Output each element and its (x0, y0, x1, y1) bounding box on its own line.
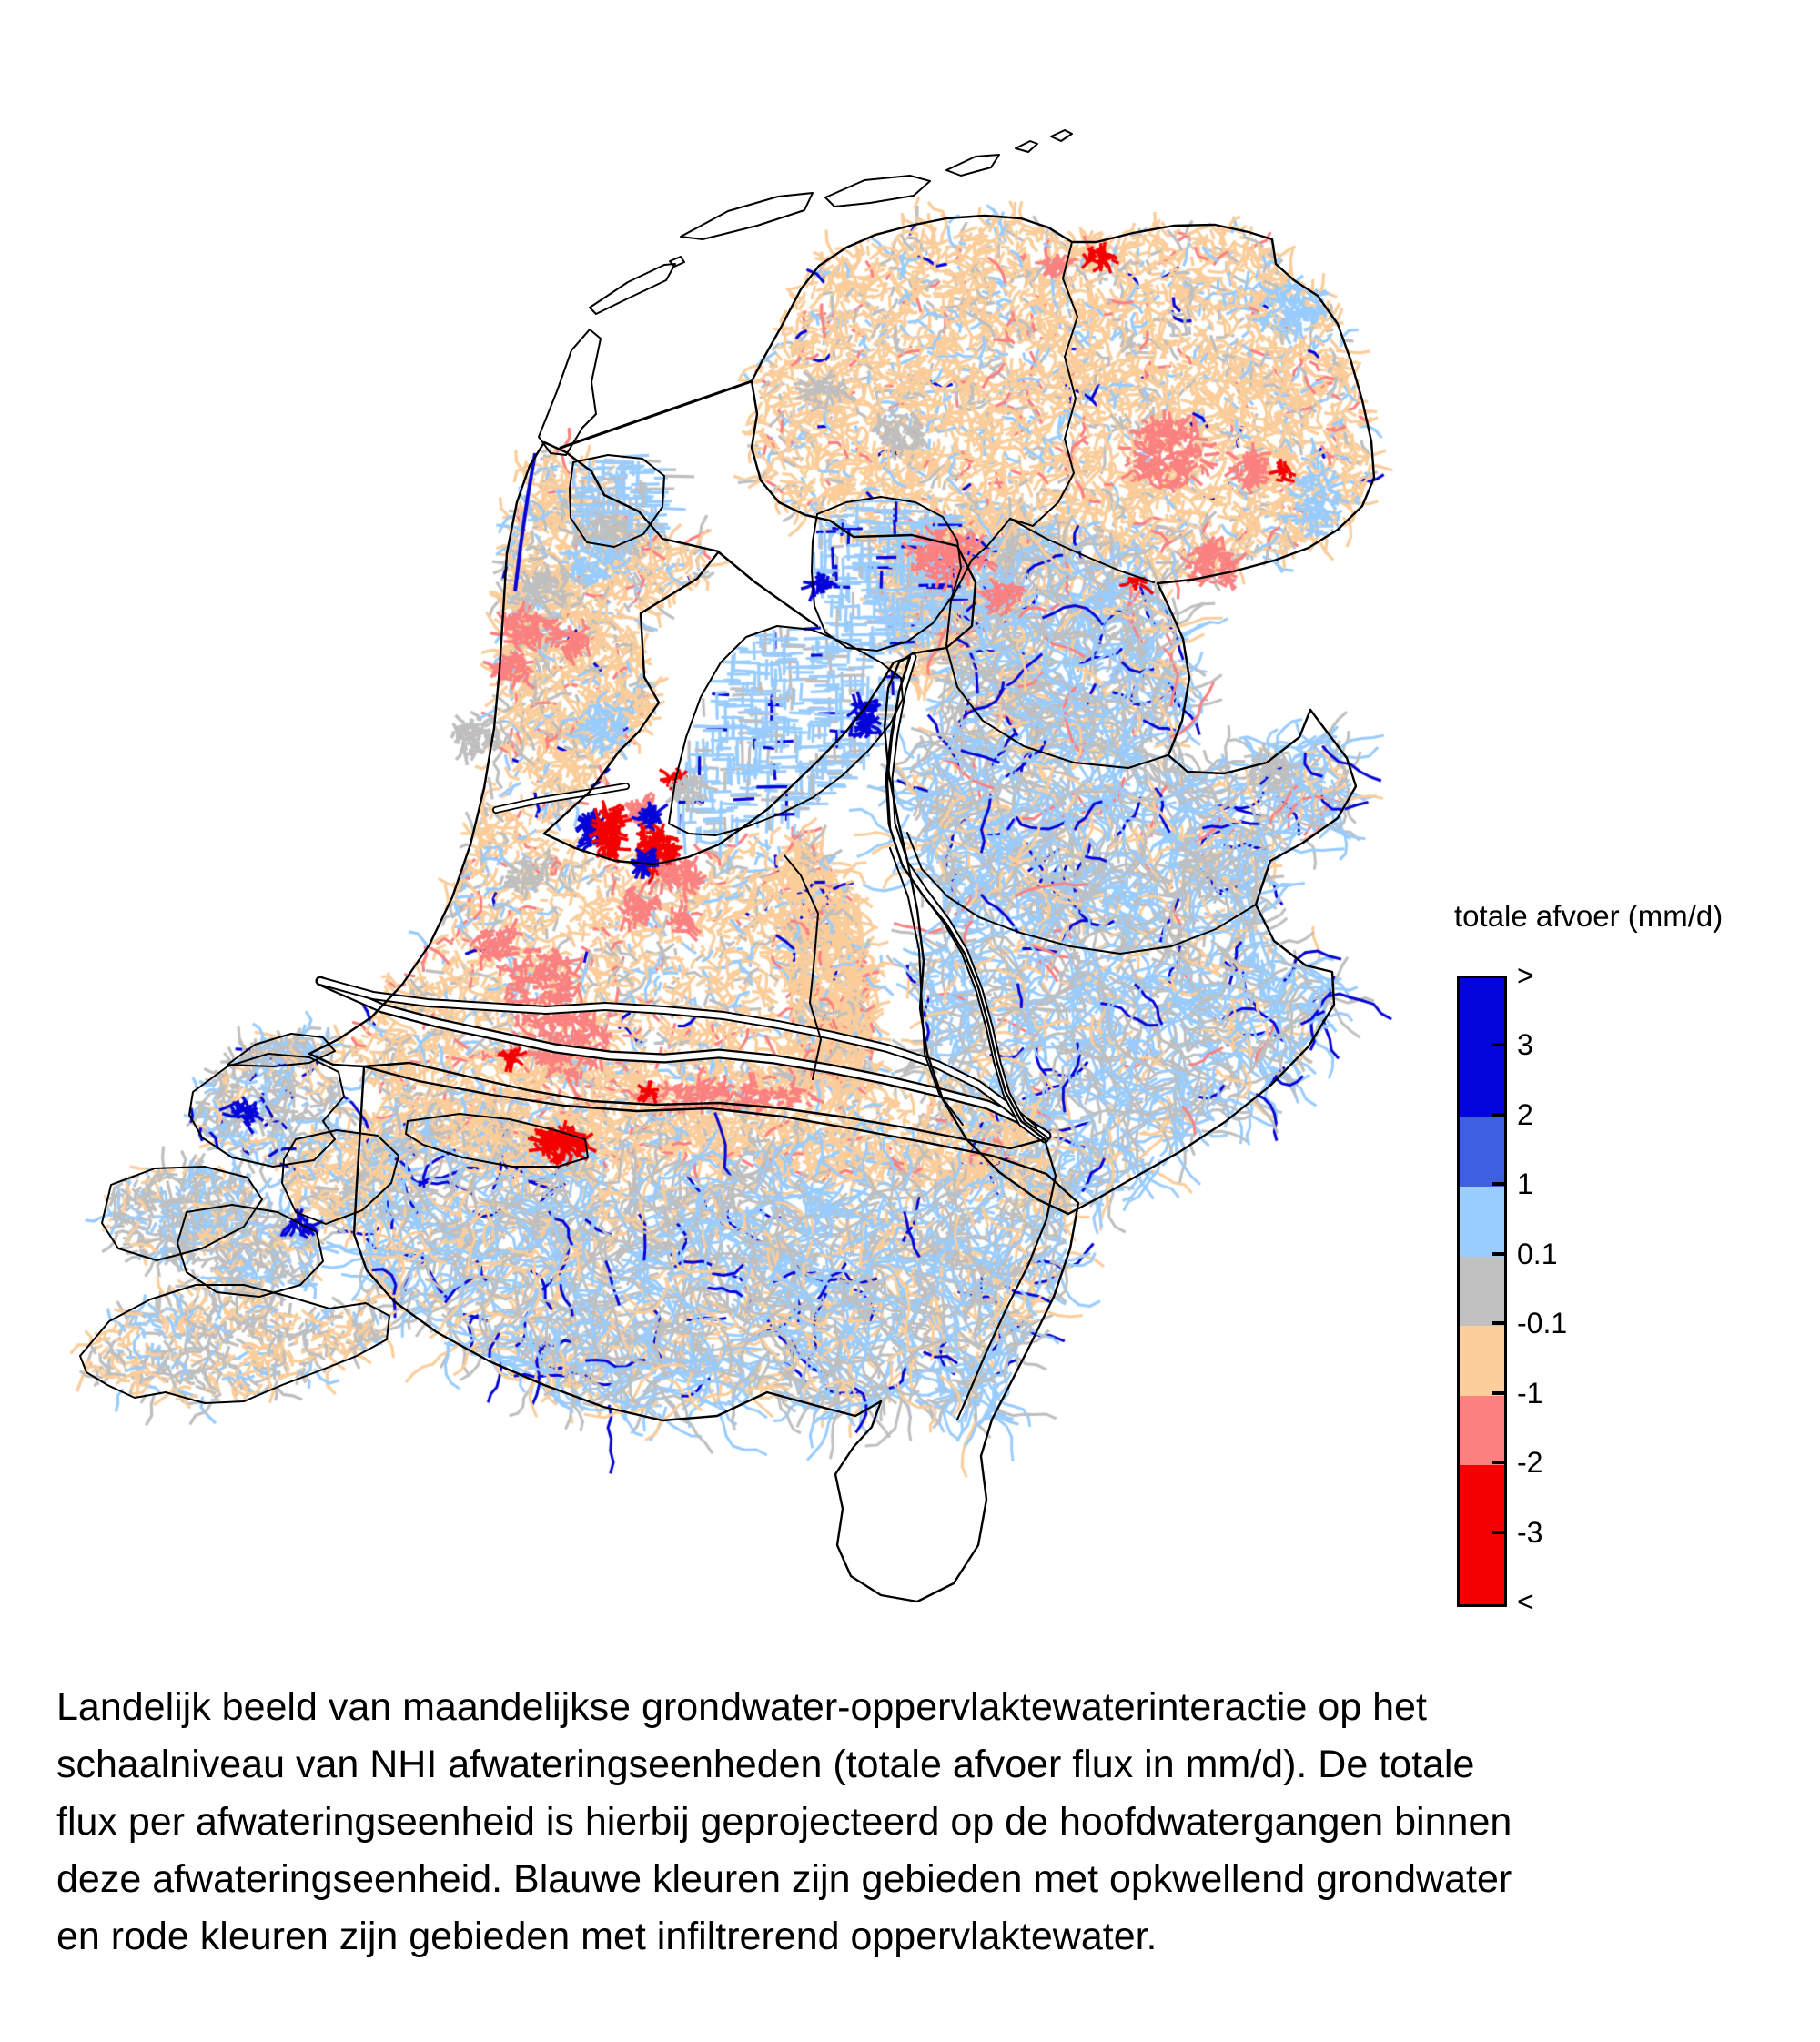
outline-texel (538, 329, 602, 456)
outline-walcheren-beveland (79, 1284, 390, 1404)
outline-flevopolder (668, 625, 904, 836)
outline-brabant-limburg-blok (352, 1065, 1080, 1603)
legend-label: 2 (1517, 1097, 1533, 1131)
legend-label: -0.1 (1517, 1307, 1568, 1340)
border-drenthe-grens (945, 518, 1168, 769)
legend-color-segment (1460, 1117, 1504, 1188)
legend-tick (1492, 1390, 1507, 1395)
legend-tick (1492, 1461, 1507, 1465)
border-utrecht-zuidholland (784, 854, 822, 1080)
outline-schouwen (101, 1166, 263, 1261)
legend-label: 0.1 (1517, 1237, 1558, 1270)
river-ijssel-channel (886, 654, 1047, 1142)
outline-vlieland (589, 263, 676, 315)
outline-wieringermeer (569, 454, 665, 548)
caption: Landelijk beeld van maandelijkse grondwa… (56, 1679, 1512, 1966)
river-waal-channel (317, 977, 1050, 1139)
legend-label: < (1517, 1585, 1534, 1618)
outline-islet-2 (1050, 129, 1073, 142)
legend-tick (1492, 1043, 1507, 1047)
caption-line: schaalniveau van NHI afwateringseenheden… (56, 1743, 1475, 1786)
caption-line: Landelijk beeld van maandelijkse grondwa… (56, 1685, 1427, 1729)
caption-line: en rode kleuren zijn gebieden met infilt… (56, 1915, 1158, 1958)
legend-label: -3 (1517, 1515, 1543, 1549)
outline-islet-3 (669, 256, 685, 268)
legend-label: -2 (1517, 1446, 1543, 1480)
legend-label: -1 (1517, 1376, 1543, 1410)
legend-color-segment (1460, 1256, 1504, 1327)
outline-voorne-putten (188, 1053, 345, 1168)
border-friesland-groningen (1009, 241, 1078, 527)
border-veluwe-west (889, 847, 964, 1126)
river-lek-channel (318, 978, 1036, 1131)
outline-terschelling (680, 192, 814, 240)
legend-color-segment (1460, 1395, 1504, 1466)
border-maas-limburg (956, 1137, 1057, 1421)
legend-label: > (1517, 959, 1534, 992)
outline-noordoostpolder (811, 496, 962, 652)
outline-eiland-dordrecht (405, 1113, 589, 1168)
legend-color-segment (1460, 978, 1504, 1117)
legend-label: 1 (1517, 1168, 1533, 1201)
outline-noord-blok (750, 214, 1376, 1216)
outline-ameland (824, 175, 931, 207)
legend-tick (1492, 1251, 1507, 1256)
outline-tholen (177, 1204, 324, 1298)
outline-hoeksche-waard (281, 1129, 399, 1225)
legend-tick (1492, 1530, 1507, 1534)
legend-color-segment (1460, 1326, 1504, 1396)
legend-tick (1492, 1321, 1507, 1326)
river-ijssel-banks (885, 652, 1049, 1144)
legend-colorbar (1457, 976, 1507, 1607)
legend-title: totale afvoer (mm/d) (1454, 899, 1724, 933)
outline-islet-1 (1015, 140, 1038, 153)
caption-line: flux per afwateringseenheid is hierbij g… (56, 1800, 1512, 1844)
outline-schiermonnikoog (945, 154, 1000, 177)
legend-color-segment (1460, 1465, 1504, 1604)
river-noordzeekanaal-channel (493, 783, 629, 813)
border-afsluitdijk (559, 379, 753, 450)
caption-line: deze afwateringseenheid. Blauwe kleuren … (56, 1857, 1512, 1901)
outline-midden-blok (308, 440, 1046, 1150)
outline-goeree (227, 1033, 336, 1067)
legend-label: 3 (1517, 1028, 1533, 1062)
border-twente-achterhoek (906, 832, 1257, 955)
legend-tick (1492, 1112, 1507, 1117)
border-drenthe-groningen (1009, 518, 1155, 583)
legend-tick (1492, 1182, 1507, 1187)
border-houtribdijk (717, 551, 819, 628)
legend-color-segment (1460, 1187, 1504, 1257)
